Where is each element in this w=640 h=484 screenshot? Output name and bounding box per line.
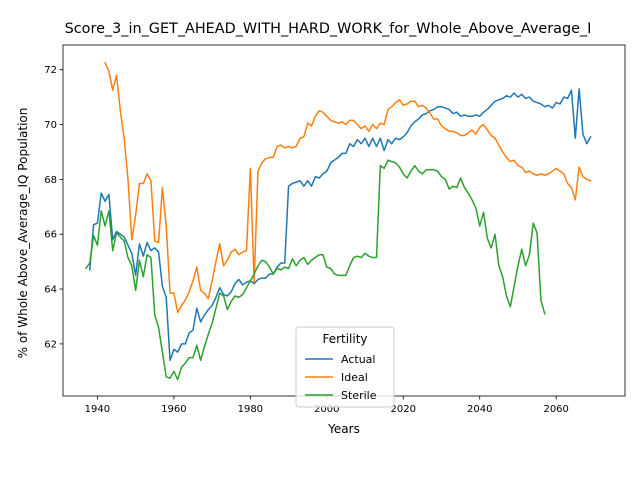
y-tick-label: 70 [44,120,57,131]
legend-box [295,326,395,408]
legend-label-actual: Actual [341,353,375,366]
x-tick-label: 1940 [85,404,110,415]
y-tick-label: 62 [44,339,57,350]
legend-label-sterile: Sterile [341,389,377,402]
y-axis-label: % of Whole Above_Average_IQ Population [16,108,30,359]
x-axis-label: Years [327,422,360,436]
plot-area: 1940 1960 1980 2000 2020 2040 2060 62 64 66 68 70 72 [44,44,626,415]
x-tick-label: 2020 [391,404,416,415]
x-tick-label: 1960 [161,404,186,415]
x-tick-label: 2060 [543,404,568,415]
y-tick-label: 64 [44,285,57,296]
y-tick-label: 72 [44,65,57,76]
x-tick-label: 2040 [467,404,492,415]
legend-title: Fertility [322,332,367,346]
y-tick-label: 66 [44,230,57,241]
series-line-sterile [84,159,546,381]
series-line-actual [88,88,592,362]
series-line-ideal [104,61,592,314]
x-tick-label: 1980 [238,404,263,415]
chart-title: Score_3_in_GET_AHEAD_WITH_HARD_WORK_for_… [65,21,592,37]
legend: Fertility Actual Ideal Sterile [295,326,395,408]
y-tick-label: 68 [44,175,57,186]
legend-label-ideal: Ideal [341,371,368,384]
x-tick-label: 2000 [314,404,339,415]
